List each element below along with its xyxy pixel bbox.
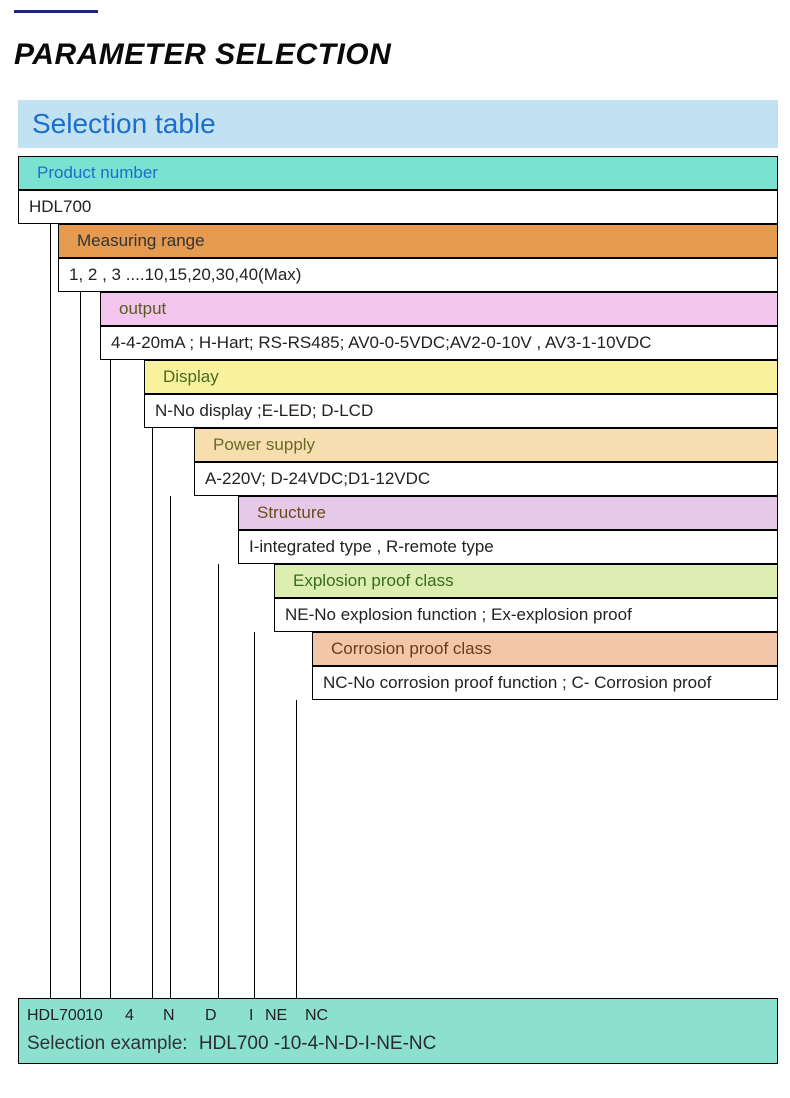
param-header: Power supply	[194, 428, 778, 462]
code-segment: HDL700	[27, 1007, 86, 1025]
param-header: Corrosion proof class	[312, 632, 778, 666]
code-segment: D	[205, 1007, 217, 1025]
param-value: 4-4-20mA ; H-Hart; RS-RS485; AV0-0-5VDC;…	[100, 326, 778, 360]
example-row: Selection example: HDL700 -10-4-N-D-I-NE…	[25, 1033, 771, 1055]
param-value: I-integrated type , R-remote type	[238, 530, 778, 564]
code-segment: 4	[125, 1007, 134, 1025]
connector-line	[110, 360, 111, 998]
code-row: HDL70010 4 N D I NE NC	[25, 1005, 771, 1029]
param-header: Measuring range	[58, 224, 778, 258]
param-header: Display	[144, 360, 778, 394]
connector-line	[254, 632, 255, 998]
param-value: N-No display ;E-LED; D-LCD	[144, 394, 778, 428]
param-value: NC-No corrosion proof function ; C- Corr…	[312, 666, 778, 700]
code-segment: N	[163, 1007, 175, 1025]
code-segment: I	[249, 1007, 253, 1025]
example-label: Selection example:	[27, 1033, 188, 1054]
param-value: A-220V; D-24VDC;D1-12VDC	[194, 462, 778, 496]
param-header: Explosion proof class	[274, 564, 778, 598]
page-title: PARAMETER SELECTION	[14, 38, 391, 72]
param-header: Structure	[238, 496, 778, 530]
param-header: Product number	[18, 156, 778, 190]
connector-line	[218, 564, 219, 998]
example-value: HDL700 -10-4-N-D-I-NE-NC	[199, 1033, 437, 1054]
footer-box: HDL70010 4 N D I NE NC Selection example: HDL7…	[18, 998, 778, 1064]
code-segment: NE	[265, 1007, 287, 1025]
code-segment: NC	[305, 1007, 328, 1025]
param-value: 1, 2 , 3 ....10,15,20,30,40(Max)	[58, 258, 778, 292]
connector-line	[80, 292, 81, 998]
section-title-box: Selection table	[18, 100, 778, 148]
param-value: NE-No explosion function ; Ex-explosion …	[274, 598, 778, 632]
section-title: Selection table	[32, 108, 216, 140]
connector-line	[50, 224, 51, 998]
connector-line	[152, 428, 153, 998]
param-value: HDL700	[18, 190, 778, 224]
code-segment: 10	[85, 1007, 103, 1025]
selection-table-stage: HDL700104NDINENC Selection example: HDL7…	[18, 152, 778, 1064]
connector-line	[170, 496, 171, 998]
connector-line	[296, 700, 297, 998]
accent-line	[14, 10, 98, 13]
param-header: output	[100, 292, 778, 326]
